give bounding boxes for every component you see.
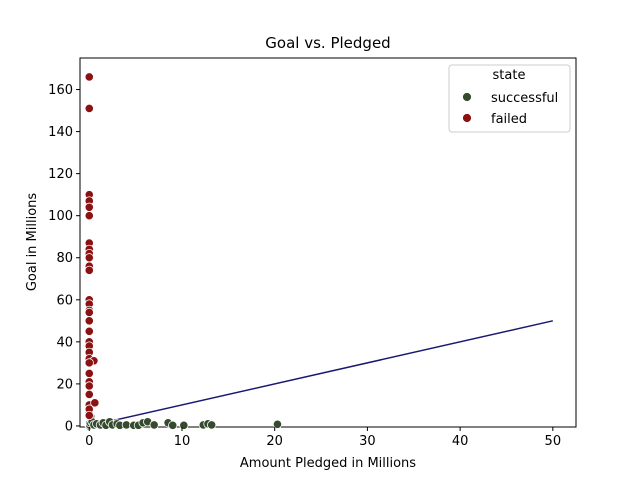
legend-title: state [493, 68, 526, 83]
point-successful [272, 419, 283, 429]
legend-label-failed: failed [491, 112, 527, 127]
point-failed [84, 410, 94, 421]
point-failed [84, 307, 94, 318]
chart-title: Goal vs. Pledged [265, 34, 390, 52]
x-tick-label: 10 [174, 434, 191, 449]
x-tick-label: 50 [545, 434, 562, 449]
point-failed [90, 398, 100, 408]
x-ticks: 0 10 20 30 40 50 [85, 427, 561, 449]
point-successful [168, 420, 178, 430]
y-tick-label: 140 [48, 125, 73, 140]
y-axis-label: Goal in Millions [25, 193, 40, 292]
y-tick-label: 100 [48, 209, 73, 224]
y-tick-label: 160 [48, 83, 73, 98]
point-failed [84, 326, 94, 336]
point-failed [84, 72, 94, 82]
point-failed [84, 103, 94, 114]
legend-marker-failed [462, 113, 472, 123]
point-failed [84, 358, 94, 368]
y-tick-label: 120 [48, 167, 73, 182]
y-tick-label: 40 [56, 335, 73, 350]
legend: state successful failed [448, 64, 571, 133]
legend-box [448, 64, 571, 133]
point-failed [84, 381, 94, 391]
point-failed [84, 265, 94, 275]
x-tick-label: 40 [452, 434, 469, 449]
x-axis-label: Amount Pledged in Millions [240, 456, 416, 471]
x-tick-label: 20 [266, 434, 283, 449]
point-successful [207, 420, 217, 430]
point-failed [84, 253, 94, 263]
x-tick-label: 30 [359, 434, 376, 449]
trend-line [89, 320, 553, 427]
y-tick-label: 60 [56, 293, 73, 308]
point-successful [149, 420, 159, 430]
point-failed [84, 389, 94, 400]
y-tick-label: 20 [56, 377, 73, 392]
y-tick-label: 0 [65, 419, 73, 434]
point-failed [84, 202, 94, 212]
point-failed [84, 211, 94, 221]
points-layer [84, 72, 283, 431]
y-ticks: 0 20 40 60 80 100 120 140 160 [48, 83, 80, 434]
y-tick-label: 80 [56, 251, 73, 266]
point-failed [84, 316, 94, 326]
legend-marker-successful [462, 92, 472, 102]
point-successful [179, 420, 189, 430]
legend-label-successful: successful [491, 91, 558, 106]
trend-layer [89, 320, 553, 427]
x-tick-label: 0 [85, 434, 93, 449]
point-failed [84, 368, 94, 378]
